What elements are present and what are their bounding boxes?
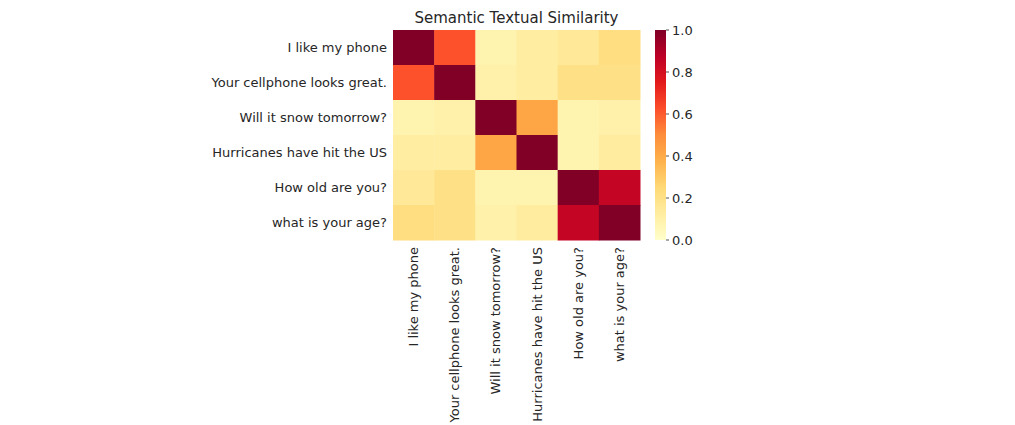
colorbar-tick bbox=[666, 30, 669, 31]
colorbar-tick bbox=[666, 198, 669, 199]
cell bbox=[599, 170, 641, 206]
cell bbox=[475, 205, 517, 241]
cell bbox=[434, 30, 476, 66]
cell bbox=[475, 30, 517, 66]
cell bbox=[475, 135, 517, 171]
colorbar-tick bbox=[666, 240, 669, 241]
x-tick-label: what is your age? bbox=[612, 247, 627, 362]
cell bbox=[475, 100, 517, 136]
cell bbox=[599, 100, 641, 136]
colorbar-tick-label: 0.4 bbox=[672, 149, 693, 164]
cell bbox=[434, 65, 476, 101]
cell bbox=[393, 170, 435, 206]
colorbar-tick-label: 0.6 bbox=[672, 107, 693, 122]
y-tick-label: Hurricanes have hit the US bbox=[212, 145, 387, 160]
chart: Semantic Textual Similarity I like my pho… bbox=[0, 0, 1015, 425]
cell bbox=[599, 205, 641, 241]
cell bbox=[393, 30, 435, 66]
cell bbox=[434, 170, 476, 206]
cell bbox=[558, 205, 600, 241]
colorbar-tick bbox=[666, 114, 669, 115]
colorbar-tick-label: 0.0 bbox=[672, 233, 693, 248]
y-tick-label: Will it snow tomorrow? bbox=[240, 110, 387, 125]
colorbar-tick-label: 1.0 bbox=[672, 23, 693, 38]
cell bbox=[558, 65, 600, 101]
y-tick-label: I like my phone bbox=[287, 40, 387, 55]
cell bbox=[434, 135, 476, 171]
cell bbox=[517, 170, 559, 206]
cell bbox=[434, 205, 476, 241]
y-tick-label: Your cellphone looks great. bbox=[210, 75, 387, 90]
cell bbox=[517, 100, 559, 136]
x-tick-label: Hurricanes have hit the US bbox=[530, 247, 545, 422]
colorbar-tick-label: 0.8 bbox=[672, 65, 693, 80]
cell bbox=[393, 135, 435, 171]
x-tick-label: How old are you? bbox=[571, 247, 586, 359]
cell bbox=[517, 135, 559, 171]
cell bbox=[558, 30, 600, 66]
x-tick-label: Will it snow tomorrow? bbox=[488, 247, 503, 394]
colorbar-tick bbox=[666, 156, 669, 157]
cell bbox=[475, 65, 517, 101]
cell bbox=[558, 100, 600, 136]
colorbar-tick bbox=[666, 72, 669, 73]
heatmap-cells bbox=[393, 30, 641, 241]
cell bbox=[599, 30, 641, 66]
cell bbox=[517, 30, 559, 66]
cell bbox=[393, 65, 435, 101]
colorbar bbox=[655, 30, 666, 240]
x-tick-label: Your cellphone looks great. bbox=[447, 247, 462, 424]
cell bbox=[475, 170, 517, 206]
cell bbox=[558, 170, 600, 206]
cell bbox=[517, 205, 559, 241]
cell bbox=[558, 135, 600, 171]
cell bbox=[517, 65, 559, 101]
title: Semantic Textual Similarity bbox=[414, 9, 618, 27]
y-tick-label: How old are you? bbox=[275, 180, 387, 195]
x-tick-label: I like my phone bbox=[406, 247, 421, 347]
colorbar-tick-label: 0.2 bbox=[672, 191, 693, 206]
cell bbox=[434, 100, 476, 136]
cell bbox=[393, 205, 435, 241]
y-tick-label: what is your age? bbox=[272, 215, 387, 230]
cell bbox=[393, 100, 435, 136]
cell bbox=[599, 135, 641, 171]
cell bbox=[599, 65, 641, 101]
